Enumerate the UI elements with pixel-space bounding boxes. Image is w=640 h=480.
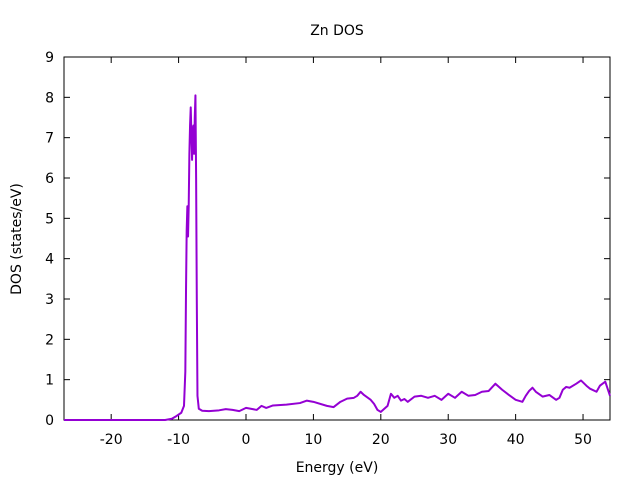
x-axis-title: Energy (eV) (296, 460, 379, 476)
plot-frame (63, 56, 611, 421)
x-axis: -20 -10 0 10 20 30 40 50 (100, 57, 592, 448)
y-tick-label: 8 (45, 90, 54, 106)
x-tick-label: 10 (304, 432, 322, 448)
y-axis-title: DOS (states/eV) (9, 183, 25, 295)
y-tick-label: 1 (45, 373, 54, 389)
x-tick-label: -10 (167, 432, 190, 448)
y-tick-label: 5 (45, 211, 54, 227)
y-tick-label: 3 (45, 292, 54, 308)
y-tick-label: 0 (45, 413, 54, 429)
x-tick-label: 30 (439, 432, 457, 448)
y-axis: 0 1 2 3 4 5 6 7 8 9 (45, 50, 610, 429)
y-tick-label: 4 (45, 252, 54, 268)
y-tick-label: 7 (45, 131, 54, 147)
x-tick-label: 20 (372, 432, 390, 448)
series-line-0 (64, 94, 611, 421)
x-tick-label: 50 (574, 432, 592, 448)
x-tick-label: 0 (242, 432, 251, 448)
y-tick-label: 2 (45, 332, 54, 348)
series-layer (64, 94, 611, 421)
chart-title: Zn DOS (310, 23, 364, 39)
plot-area (63, 56, 611, 421)
y-tick-label: 6 (45, 171, 54, 187)
x-tick-label: 40 (507, 432, 525, 448)
y-tick-label: 9 (45, 50, 54, 66)
x-tick-label: -20 (100, 432, 123, 448)
